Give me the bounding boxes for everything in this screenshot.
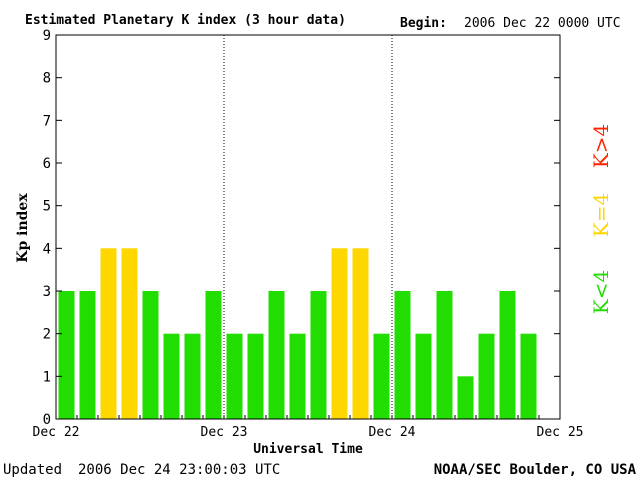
day-dividers xyxy=(223,35,393,419)
bar-5 xyxy=(163,333,180,419)
y-axis-label: Kp index xyxy=(15,193,31,263)
y-tick-label-9: 9 xyxy=(43,28,51,44)
y-tick-label-7: 7 xyxy=(43,113,51,129)
bar-16 xyxy=(394,291,411,419)
x-tick-label-2: Dec 24 xyxy=(369,425,416,440)
bar-2 xyxy=(100,248,117,419)
bar-12 xyxy=(310,291,327,419)
begin-label: Begin: xyxy=(400,16,447,31)
updated-value: 2006 Dec 24 23:00:03 UTC xyxy=(78,462,280,478)
x-tick-label-0: Dec 22 xyxy=(33,425,80,440)
bar-15 xyxy=(373,333,390,419)
legend-item-0: K>4 xyxy=(589,124,613,168)
y-tick-label-4: 4 xyxy=(43,241,51,257)
bar-4 xyxy=(142,291,159,419)
bar-10 xyxy=(268,291,285,419)
bar-13 xyxy=(331,248,348,419)
bar-9 xyxy=(247,333,264,419)
x-ticks: Dec 22 Dec 23 Dec 24 Dec 25 xyxy=(33,415,584,440)
legend: K>4 K=4 K<4 xyxy=(589,124,613,314)
bar-22 xyxy=(520,333,537,419)
updated-label: Updated xyxy=(3,462,62,478)
chart-title: Estimated Planetary K index (3 hour data… xyxy=(25,13,346,28)
legend-item-1: K=4 xyxy=(589,193,613,237)
bar-20 xyxy=(478,333,495,419)
bars-group xyxy=(58,248,537,419)
bar-14 xyxy=(352,248,369,419)
x-axis-label: Universal Time xyxy=(253,442,363,457)
bar-7 xyxy=(205,291,222,419)
y-ticks: 0 1 2 3 4 5 6 7 8 9 xyxy=(43,28,560,428)
y-tick-label-5: 5 xyxy=(43,199,51,215)
y-tick-label-1: 1 xyxy=(43,369,51,385)
source-credit: NOAA/SEC Boulder, CO USA xyxy=(434,462,637,478)
bar-11 xyxy=(289,333,306,419)
begin-value: 2006 Dec 22 0000 UTC xyxy=(464,16,621,31)
bar-8 xyxy=(226,333,243,419)
bar-6 xyxy=(184,333,201,419)
bar-3 xyxy=(121,248,138,419)
y-tick-label-0: 0 xyxy=(43,412,51,428)
bar-21 xyxy=(499,291,516,419)
y-tick-label-8: 8 xyxy=(43,71,51,87)
bar-18 xyxy=(436,291,453,419)
x-tick-label-3: Dec 25 xyxy=(537,425,584,440)
y-tick-label-6: 6 xyxy=(43,156,51,172)
y-tick-label-2: 2 xyxy=(43,327,51,343)
bar-19 xyxy=(457,376,474,419)
x-tick-label-1: Dec 23 xyxy=(201,425,248,440)
bar-0 xyxy=(58,291,75,419)
y-tick-label-3: 3 xyxy=(43,284,51,300)
bar-1 xyxy=(79,291,96,419)
legend-item-2: K<4 xyxy=(589,270,613,314)
bar-17 xyxy=(415,333,432,419)
